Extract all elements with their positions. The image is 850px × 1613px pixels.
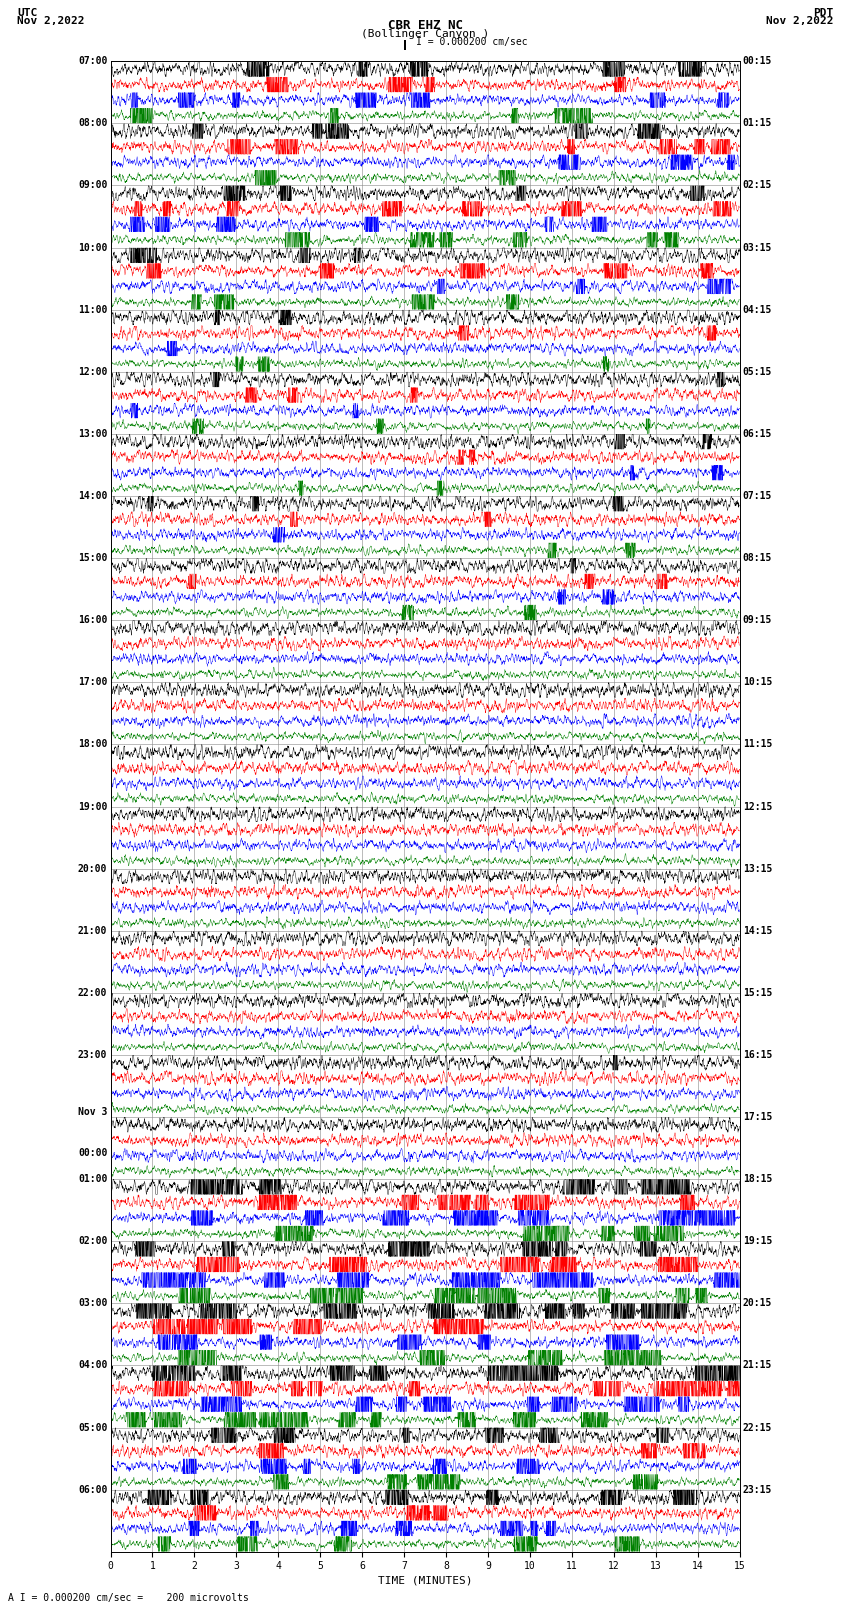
Text: I = 0.000200 cm/sec: I = 0.000200 cm/sec bbox=[416, 37, 528, 47]
Text: 16:15: 16:15 bbox=[743, 1050, 772, 1060]
Text: 00:00: 00:00 bbox=[78, 1148, 107, 1158]
Text: CBR EHZ NC: CBR EHZ NC bbox=[388, 19, 462, 32]
Text: Nov 2,2022: Nov 2,2022 bbox=[766, 16, 833, 26]
Text: 02:15: 02:15 bbox=[743, 181, 772, 190]
Text: 10:00: 10:00 bbox=[78, 242, 107, 253]
Text: 15:00: 15:00 bbox=[78, 553, 107, 563]
Text: 12:00: 12:00 bbox=[78, 366, 107, 377]
Text: 08:00: 08:00 bbox=[78, 118, 107, 129]
Text: Nov 2,2022: Nov 2,2022 bbox=[17, 16, 84, 26]
Text: A I = 0.000200 cm/sec =    200 microvolts: A I = 0.000200 cm/sec = 200 microvolts bbox=[8, 1594, 249, 1603]
Text: (Bollinger Canyon ): (Bollinger Canyon ) bbox=[361, 29, 489, 39]
Text: 13:15: 13:15 bbox=[743, 863, 772, 874]
Text: 05:00: 05:00 bbox=[78, 1423, 107, 1432]
Text: 18:15: 18:15 bbox=[743, 1174, 772, 1184]
Text: 16:00: 16:00 bbox=[78, 615, 107, 626]
Text: 09:15: 09:15 bbox=[743, 615, 772, 626]
Text: 19:15: 19:15 bbox=[743, 1236, 772, 1247]
Text: 23:00: 23:00 bbox=[78, 1050, 107, 1060]
Text: 11:15: 11:15 bbox=[743, 739, 772, 750]
Text: 15:15: 15:15 bbox=[743, 987, 772, 998]
Text: 14:00: 14:00 bbox=[78, 490, 107, 502]
X-axis label: TIME (MINUTES): TIME (MINUTES) bbox=[377, 1576, 473, 1586]
Text: 22:00: 22:00 bbox=[78, 987, 107, 998]
Text: 21:00: 21:00 bbox=[78, 926, 107, 936]
Text: 02:00: 02:00 bbox=[78, 1236, 107, 1247]
Text: 04:00: 04:00 bbox=[78, 1360, 107, 1371]
Text: 01:15: 01:15 bbox=[743, 118, 772, 129]
Text: 19:00: 19:00 bbox=[78, 802, 107, 811]
Text: UTC: UTC bbox=[17, 8, 37, 18]
Text: 11:00: 11:00 bbox=[78, 305, 107, 315]
Text: 13:00: 13:00 bbox=[78, 429, 107, 439]
Text: 00:15: 00:15 bbox=[743, 56, 772, 66]
Text: 09:00: 09:00 bbox=[78, 181, 107, 190]
Text: 14:15: 14:15 bbox=[743, 926, 772, 936]
Text: 01:00: 01:00 bbox=[78, 1174, 107, 1184]
Text: 21:15: 21:15 bbox=[743, 1360, 772, 1371]
Text: Nov 3: Nov 3 bbox=[78, 1107, 107, 1116]
Text: 06:00: 06:00 bbox=[78, 1484, 107, 1495]
Text: 12:15: 12:15 bbox=[743, 802, 772, 811]
Text: 10:15: 10:15 bbox=[743, 677, 772, 687]
Text: 03:00: 03:00 bbox=[78, 1298, 107, 1308]
Text: 22:15: 22:15 bbox=[743, 1423, 772, 1432]
Text: 07:00: 07:00 bbox=[78, 56, 107, 66]
Text: 17:15: 17:15 bbox=[743, 1111, 772, 1123]
Text: 08:15: 08:15 bbox=[743, 553, 772, 563]
Text: 04:15: 04:15 bbox=[743, 305, 772, 315]
Text: 03:15: 03:15 bbox=[743, 242, 772, 253]
Text: 05:15: 05:15 bbox=[743, 366, 772, 377]
Text: 20:00: 20:00 bbox=[78, 863, 107, 874]
Text: 17:00: 17:00 bbox=[78, 677, 107, 687]
Text: 06:15: 06:15 bbox=[743, 429, 772, 439]
Text: 20:15: 20:15 bbox=[743, 1298, 772, 1308]
Text: 18:00: 18:00 bbox=[78, 739, 107, 750]
Text: PDT: PDT bbox=[813, 8, 833, 18]
Text: 07:15: 07:15 bbox=[743, 490, 772, 502]
Text: 23:15: 23:15 bbox=[743, 1484, 772, 1495]
